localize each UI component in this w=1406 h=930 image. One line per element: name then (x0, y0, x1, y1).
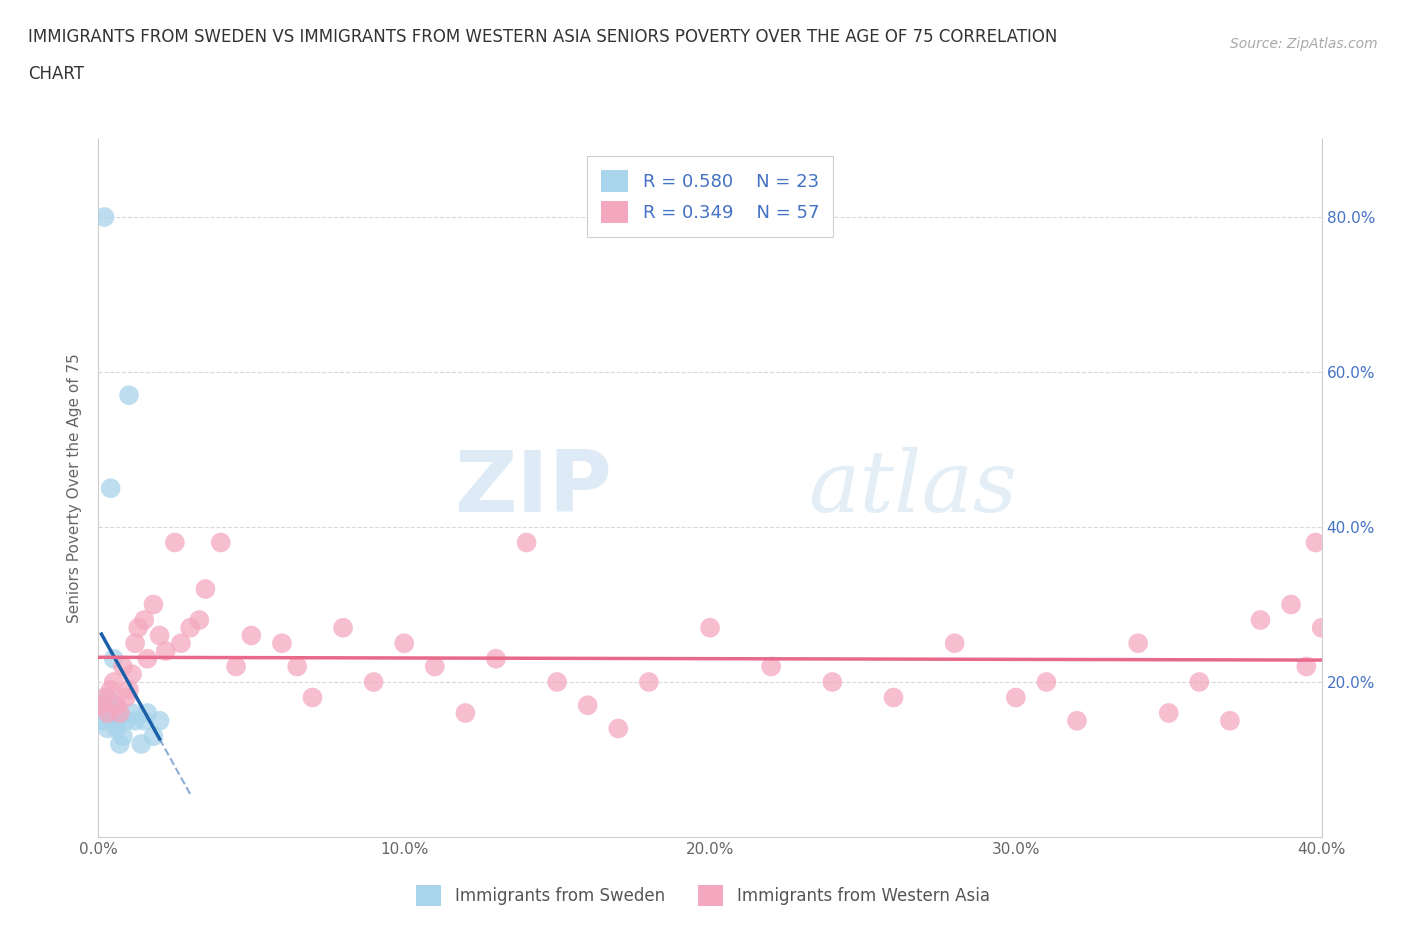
Point (485, 651, 508, 666)
Point (1157, 706, 1180, 721)
Point (105, 698, 128, 712)
Point (883, 690, 905, 705)
Point (1295, 659, 1317, 674)
Point (637, 674, 661, 689)
Point (108, 706, 131, 721)
Point (93, 690, 115, 705)
Point (1035, 674, 1057, 689)
Point (103, 698, 125, 712)
Text: IMMIGRANTS FROM SWEDEN VS IMMIGRANTS FROM WESTERN ASIA SENIORS POVERTY OVER THE : IMMIGRANTS FROM SWEDEN VS IMMIGRANTS FRO… (28, 28, 1057, 46)
Point (111, 729, 134, 744)
Point (821, 674, 844, 689)
Point (142, 597, 165, 612)
Point (392, 636, 416, 651)
Point (1279, 597, 1302, 612)
Point (105, 721, 128, 736)
Point (118, 388, 141, 403)
Point (240, 628, 263, 643)
Point (1310, 620, 1333, 635)
Point (115, 690, 138, 705)
Point (136, 706, 159, 721)
Point (136, 651, 159, 666)
Point (1066, 713, 1088, 728)
Legend: R = 0.580    N = 23, R = 0.349    N = 57: R = 0.580 N = 23, R = 0.349 N = 57 (586, 155, 834, 237)
Point (516, 535, 538, 550)
Point (134, 713, 156, 728)
Point (194, 581, 217, 596)
Point (1188, 674, 1211, 689)
Point (423, 659, 446, 674)
Point (454, 706, 477, 721)
Point (1219, 713, 1241, 728)
Point (546, 674, 568, 689)
Point (127, 620, 149, 635)
Point (100, 683, 122, 698)
Text: Source: ZipAtlas.com: Source: ZipAtlas.com (1230, 37, 1378, 51)
Point (170, 636, 193, 651)
Point (93, 209, 115, 224)
Point (90, 713, 112, 728)
Point (105, 713, 128, 728)
Text: CHART: CHART (28, 65, 84, 83)
Point (270, 636, 292, 651)
Point (225, 659, 247, 674)
Point (100, 481, 122, 496)
Point (285, 659, 308, 674)
Point (90, 698, 112, 712)
Point (118, 683, 141, 698)
Point (1249, 613, 1271, 628)
Point (121, 706, 143, 721)
Point (188, 613, 211, 628)
Point (129, 737, 152, 751)
Y-axis label: Seniors Poverty Over the Age of 75: Seniors Poverty Over the Age of 75 (67, 353, 83, 623)
Point (103, 674, 125, 689)
Point (363, 674, 385, 689)
Point (115, 713, 138, 728)
Point (1305, 535, 1327, 550)
Point (1004, 690, 1026, 705)
Point (155, 644, 177, 658)
Point (149, 628, 172, 643)
Point (111, 659, 134, 674)
Point (108, 737, 131, 751)
Point (163, 535, 186, 550)
Point (93, 706, 115, 721)
Point (301, 690, 323, 705)
Point (100, 706, 122, 721)
Point (1128, 636, 1150, 651)
Point (97, 690, 120, 705)
Legend: Immigrants from Sweden, Immigrants from Western Asia: Immigrants from Sweden, Immigrants from … (409, 879, 997, 912)
Point (121, 667, 143, 682)
Point (179, 620, 201, 635)
Text: ZIP: ZIP (454, 446, 612, 530)
Point (97, 721, 120, 736)
Point (142, 729, 165, 744)
Text: atlas: atlas (808, 447, 1017, 529)
Point (209, 535, 232, 550)
Point (90, 698, 112, 712)
Point (124, 713, 146, 728)
Point (134, 613, 156, 628)
Point (149, 713, 172, 728)
Point (103, 651, 125, 666)
Point (607, 721, 630, 736)
Point (699, 620, 721, 635)
Point (332, 620, 354, 635)
Point (759, 659, 782, 674)
Point (97, 706, 120, 721)
Point (576, 698, 599, 712)
Point (943, 636, 966, 651)
Point (124, 636, 146, 651)
